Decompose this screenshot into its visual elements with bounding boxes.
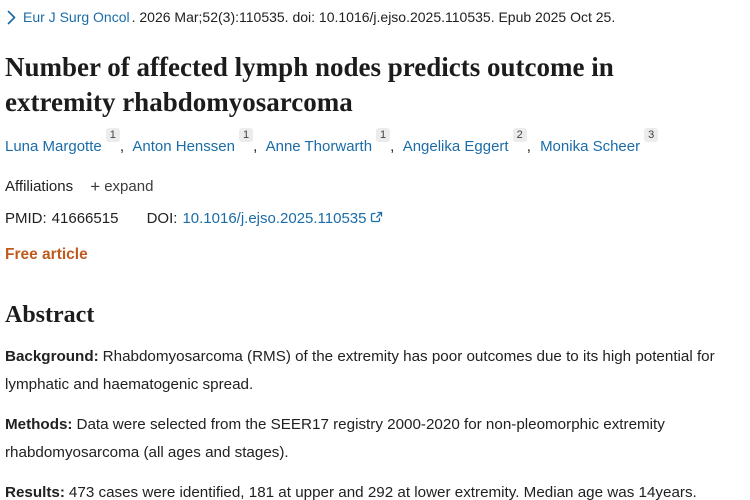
- pmid-value: 41666515: [51, 210, 119, 227]
- author-separator: ,: [119, 138, 125, 155]
- author-link[interactable]: Luna Margotte: [5, 138, 102, 155]
- author-affiliation-number[interactable]: 1: [105, 128, 120, 142]
- affiliations-label: Affiliations: [5, 178, 74, 195]
- abstract-section: Abstract Background: Rhabdomyosarcoma (RM…: [5, 301, 745, 500]
- author-affiliation-number[interactable]: 1: [376, 128, 391, 142]
- chevron-right-icon[interactable]: [7, 10, 16, 25]
- pmid-label: PMID:: [5, 210, 47, 227]
- author-separator: ,: [253, 138, 258, 155]
- citation-text: . 2026 Mar;52(3):110535. doi: 10.1016/j.…: [131, 9, 616, 25]
- author-link[interactable]: Anne Thorwarth: [265, 138, 373, 155]
- doi-link[interactable]: 10.1016/j.ejso.2025.110535: [182, 210, 367, 227]
- author-link[interactable]: Anton Henssen: [132, 138, 235, 155]
- external-link-icon: [370, 209, 383, 230]
- abstract-heading: Abstract: [5, 302, 95, 328]
- doi-group: DOI: 10.1016/j.ejso.2025.110535: [147, 210, 383, 227]
- doi-label: DOI:: [146, 210, 178, 227]
- abstract-results-paragraph: Results: 473 cases were identified, 181 a…: [5, 479, 745, 500]
- expand-affiliations-label: expand: [104, 178, 154, 195]
- free-article-badge: Free article: [5, 246, 88, 263]
- abstract-results-label: Results:: [5, 484, 65, 500]
- author-affiliation-number[interactable]: 3: [644, 128, 659, 142]
- plus-icon: +: [90, 177, 101, 196]
- journal-citation-line: Eur J Surg Oncol . 2026 Mar;52(3):110535…: [5, 7, 745, 27]
- abstract-background-label: Background:: [5, 348, 99, 365]
- abstract-methods-label: Methods:: [5, 416, 73, 433]
- abstract-methods-paragraph: Methods: Data were selected from the SEER…: [5, 411, 745, 467]
- author-affiliation-number[interactable]: 1: [238, 128, 254, 142]
- author-link[interactable]: Angelika Eggert: [402, 138, 509, 155]
- author-separator: ,: [526, 138, 531, 155]
- author-separator: ,: [390, 138, 395, 155]
- expand-affiliations-button[interactable]: + expand: [90, 176, 153, 197]
- abstract-background-text: Rhabdomyosarcoma (RMS) of the extremity …: [5, 348, 715, 393]
- affiliations-row: Affiliations + expand: [5, 176, 745, 197]
- article-title: Number of affected lymph nodes predicts …: [5, 52, 614, 117]
- identifiers-row: PMID: 41666515 DOI: 10.1016/j.ejso.2025.11…: [5, 208, 745, 230]
- abstract-background-paragraph: Background: Rhabdomyosarcoma (RMS) of the…: [5, 343, 745, 399]
- abstract-results-text: 473 cases were identified, 181 at upper …: [68, 484, 697, 500]
- author-link[interactable]: Monika Scheer: [540, 138, 641, 155]
- author-list: Luna Margotte1, Anton Henssen1, Anne Tho…: [5, 128, 745, 159]
- abstract-methods-text: Data were selected from the SEER17 regis…: [5, 416, 665, 461]
- journal-link[interactable]: Eur J Surg Oncol: [23, 9, 130, 25]
- author-affiliation-number[interactable]: 2: [512, 128, 527, 142]
